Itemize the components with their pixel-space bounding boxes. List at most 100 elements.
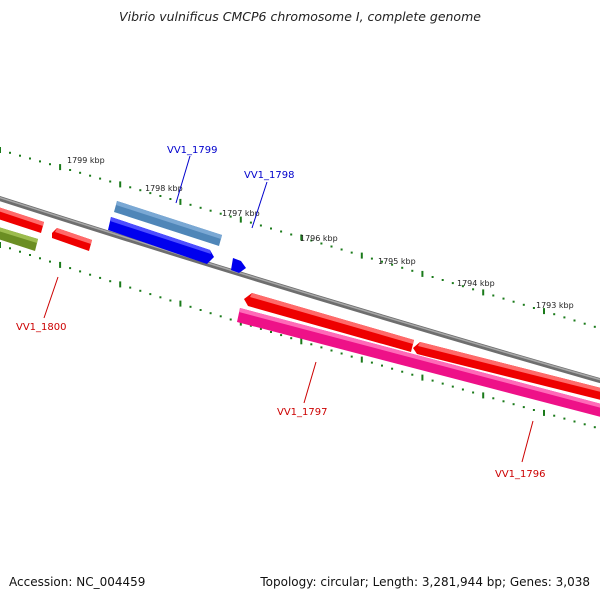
tick-dot [492,294,495,297]
tick-dot [553,313,556,316]
chromosome-backbone [0,195,600,384]
tick-dot [259,327,262,330]
tick-dot [472,391,475,394]
tick-dash [59,261,62,268]
gene-vv1-1796-red-feature[interactable] [413,342,600,401]
tick-dot [159,195,162,197]
outer-tick-track [0,147,596,328]
tick-dot [199,206,202,209]
tick-dot [461,285,464,288]
map-title: Vibrio vulnificus CMCP6 chromosome I, co… [119,9,481,24]
tick-dot [99,276,102,279]
tick-dot [310,239,313,242]
ruler-labels: 1799 kbp 1798 kbp 1797 kbp 1796 kbp 1795… [67,156,574,310]
tick-dot [99,177,102,180]
tick-dot [159,296,162,299]
tick-dot [169,198,172,200]
tick-dot [522,406,525,409]
tick-dot [129,286,132,289]
blue-long-feature[interactable] [108,217,214,264]
gene-vv1-1797-feature[interactable] [244,293,414,352]
tick-dash [482,392,485,399]
tick-dash [179,198,182,205]
tick-dot [189,305,192,308]
tick-dot [280,230,283,233]
tick-dot [19,154,21,157]
tick-dot [391,263,394,266]
tick-dot [583,423,586,426]
tick-dash [482,289,485,296]
tick-dot [139,189,142,192]
gene-label-vv1-1796[interactable]: VV1_1796 [495,469,546,480]
tick-dot [109,180,112,183]
gene-label-vv1-1800[interactable]: VV1_1800 [16,322,67,333]
tick-dash [300,338,303,345]
topology-summary: Topology: circular; Length: 3,281,944 bp… [260,575,590,589]
gene-label-vv1-1799[interactable]: VV1_1799 [167,145,218,156]
tick-dot [39,257,41,260]
tick-dot [49,163,51,166]
ruler-label-1796: 1796 kbp [300,234,338,243]
tick-dot [229,318,232,321]
tick-dot [381,260,383,263]
tick-dot [593,426,596,429]
tick-dot [391,367,394,370]
tick-dash [421,270,424,277]
tick-dot [502,297,505,300]
tick-dot [330,349,333,352]
tick-dot [249,221,252,224]
tick-dot [461,388,464,391]
tick-dash [360,356,363,363]
tick-dot [9,151,11,154]
tick-dot [451,282,454,285]
tick-dot [573,319,576,322]
tick-dash [543,409,545,416]
tick-dot [169,299,172,302]
gene-label-vv1-1798[interactable]: VV1_1798 [244,170,295,181]
tick-dot [472,288,475,291]
gene-label-vv1-1797[interactable]: VV1_1797 [277,407,328,418]
ruler-label-1797: 1797 kbp [222,209,260,218]
tick-dot [553,414,556,417]
tick-dot [532,307,535,309]
tick-dash [59,164,62,171]
tick-dash [239,216,242,223]
tick-dot [290,233,293,236]
tick-dot [69,169,72,171]
tick-dash [179,300,182,307]
gene-vv1-1799-feature[interactable] [114,201,222,246]
tick-dot [593,325,596,328]
tick-dot [69,267,72,270]
tick-dot [19,250,21,253]
tick-dot [441,279,444,281]
tick-dot [401,370,404,373]
tick-dot [29,254,31,256]
tick-dot [563,417,566,420]
tick-dot [522,303,525,306]
tick-dot [149,192,152,195]
tick-dot [370,361,373,364]
tick-dot [563,316,566,319]
tick-dash [119,281,122,288]
tick-dash [360,252,363,259]
pink-feature[interactable] [237,308,600,418]
tick-dot [370,257,373,260]
tick-dot [411,373,414,376]
gene-vv1-1800-feature-b[interactable] [52,228,92,251]
tick-dot [79,171,82,174]
gene-vv1-1800-feature-a[interactable] [0,206,44,233]
tick-dot [502,400,505,403]
tick-dot [330,245,333,248]
gene-vv1-1798-feature[interactable] [231,258,246,273]
tick-dash [421,374,424,381]
tick-dot [512,300,515,303]
tick-dot [189,203,192,206]
tick-dot [89,174,92,177]
tick-dot [583,322,586,325]
gene-callouts [43,155,534,463]
tick-dash [543,308,545,315]
green-feature[interactable] [0,226,38,251]
tick-dot [492,397,495,400]
tick-dot [79,270,82,273]
tick-dot [350,251,353,254]
